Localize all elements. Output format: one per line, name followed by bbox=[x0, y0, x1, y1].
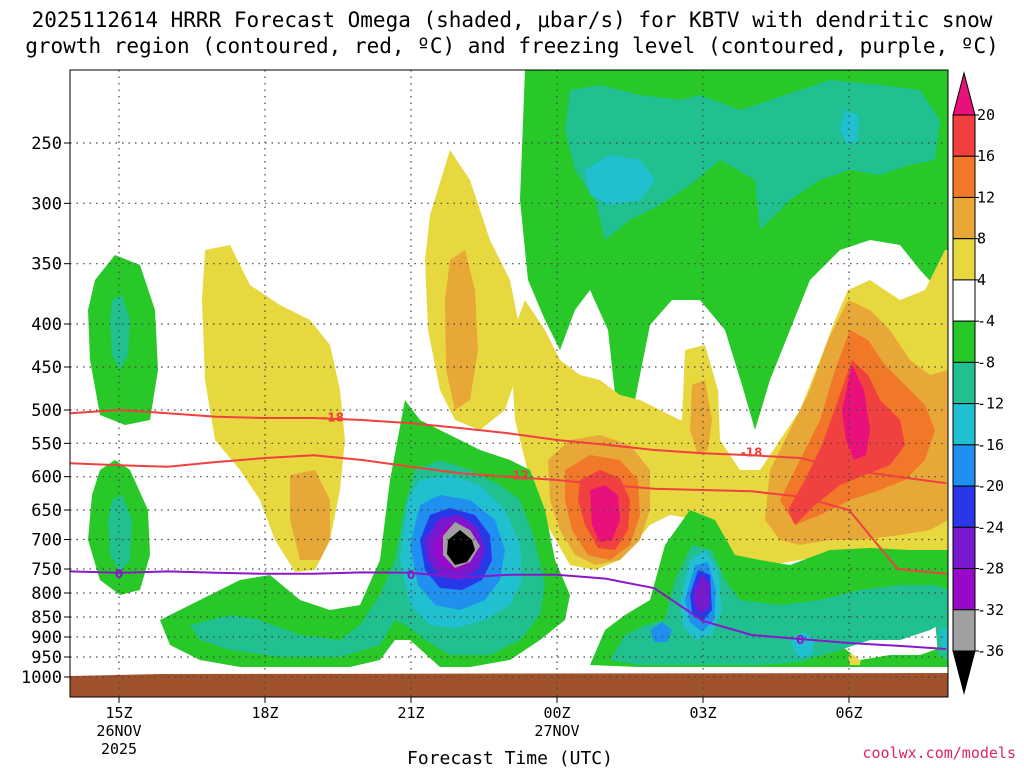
colorbar-label: -32 bbox=[977, 601, 1004, 619]
y-tick-label: 350 bbox=[31, 255, 62, 275]
dendritic-upper-label: -18 bbox=[741, 445, 763, 459]
colorbar-swatch bbox=[952, 526, 976, 570]
omega-region-pos8-03z bbox=[690, 380, 712, 455]
x-tick-label: 03Z bbox=[689, 704, 716, 722]
dendritic-upper-contour bbox=[70, 408, 947, 485]
colorbar-label: -12 bbox=[977, 395, 1004, 413]
freezing-level-contour bbox=[70, 570, 947, 650]
colorbar-swatch bbox=[952, 155, 976, 198]
colorbar-label: -28 bbox=[977, 560, 1004, 578]
colorbar: 20 16 12 8 4 -4 -8 -12 -16 -20 -24 -28 -32 -36 bbox=[952, 71, 1004, 695]
y-tick-label: 700 bbox=[31, 531, 62, 551]
colorbar-label: -20 bbox=[977, 477, 1004, 495]
y-tick-label: 950 bbox=[31, 648, 62, 668]
credit-text: coolwx.com/models bbox=[862, 744, 1016, 762]
colorbar-label: 16 bbox=[977, 147, 995, 165]
chart-title-line1: 2025112614 HRRR Forecast Omega (shaded, … bbox=[32, 8, 993, 32]
colorbar-swatch bbox=[952, 320, 976, 363]
colorbar-label: 12 bbox=[977, 188, 995, 206]
chart-title-line2: growth region (contoured, red, ºC) and f… bbox=[25, 34, 999, 58]
colorbar-swatch bbox=[952, 196, 976, 240]
gridlines bbox=[70, 70, 948, 697]
colorbar-label: -24 bbox=[977, 518, 1004, 536]
colorbar-label: -4 bbox=[977, 312, 995, 330]
x-tick-date: 26NOV bbox=[96, 722, 141, 740]
y-tick-label: 300 bbox=[31, 194, 62, 214]
colorbar-swatch bbox=[952, 238, 976, 281]
omega-shading bbox=[70, 70, 948, 697]
colorbar-label: 4 bbox=[977, 271, 986, 289]
omega-region-neg24-03z bbox=[694, 575, 710, 614]
colorbar-swatch bbox=[952, 114, 976, 157]
colorbar-swatch bbox=[952, 485, 976, 528]
y-tick-label: 800 bbox=[31, 584, 62, 604]
y-tick-label: 250 bbox=[31, 134, 62, 154]
y-axis: 2503003504004505005506006507007508008509… bbox=[21, 134, 70, 688]
y-tick-label: 750 bbox=[31, 560, 62, 580]
colorbar-top-arrow bbox=[952, 71, 976, 116]
x-tick-label: 06Z bbox=[835, 704, 862, 722]
omega-region-neg12-upper-a bbox=[585, 155, 655, 205]
x-axis-label: Forecast Time (UTC) bbox=[407, 748, 613, 768]
plot-frame bbox=[69, 69, 949, 698]
omega-region-neg8-left-lower bbox=[108, 495, 132, 572]
omega-region-neg36-core bbox=[447, 530, 475, 565]
freezing-level-label: 0 bbox=[407, 568, 415, 582]
y-tick-label: 550 bbox=[31, 434, 62, 454]
y-tick-label: 500 bbox=[31, 401, 62, 421]
colorbar-swatch bbox=[952, 361, 976, 405]
omega-region-pos16-06z bbox=[788, 360, 905, 525]
dendritic-lower-contour bbox=[70, 454, 947, 575]
colorbar-bottom-arrow bbox=[952, 650, 976, 695]
colorbar-swatch bbox=[952, 444, 976, 487]
colorbar-label: -16 bbox=[977, 436, 1004, 454]
x-tick-label: 18Z bbox=[251, 704, 278, 722]
colorbar-label: 8 bbox=[977, 230, 986, 248]
x-tick-date: 27NOV bbox=[534, 722, 579, 740]
y-tick-label: 900 bbox=[31, 628, 62, 648]
y-tick-label: 400 bbox=[31, 315, 62, 335]
dendritic-upper-label: -18 bbox=[322, 411, 344, 425]
terrain bbox=[70, 673, 948, 697]
dendritic-lower-label: -12 bbox=[507, 469, 529, 483]
x-tick-label: 21Z bbox=[397, 704, 424, 722]
freezing-level-label: 0 bbox=[115, 567, 123, 581]
colorbar-swatch bbox=[952, 279, 976, 322]
colorbar-swatch bbox=[952, 609, 976, 652]
y-tick-label: 850 bbox=[31, 608, 62, 628]
y-tick-label: 450 bbox=[31, 358, 62, 378]
y-tick-label: 1000 bbox=[21, 668, 62, 688]
colorbar-label: -36 bbox=[977, 642, 1004, 660]
omega-region-neg8-left-upper bbox=[110, 295, 130, 370]
y-tick-label: 650 bbox=[31, 501, 62, 521]
x-tick-label: 00Z bbox=[543, 704, 570, 722]
y-tick-label: 600 bbox=[31, 468, 62, 488]
x-tick-label: 15Z bbox=[105, 704, 132, 722]
omega-region-pos20-00z bbox=[590, 485, 620, 542]
freezing-level-label: 0 bbox=[796, 633, 804, 647]
colorbar-label: -8 bbox=[977, 353, 995, 371]
colorbar-swatch bbox=[952, 568, 976, 611]
omega-region-neg12-0730z bbox=[940, 628, 948, 650]
omega-region-pos8-18z bbox=[290, 470, 330, 560]
contour-lines: -18 -18 -12 0 0 0 bbox=[70, 408, 947, 650]
colorbar-label: 20 bbox=[977, 106, 995, 124]
colorbar-swatch bbox=[952, 403, 976, 446]
omega-region-pos8-22z bbox=[445, 250, 478, 410]
x-tick-year: 2025 bbox=[101, 740, 137, 758]
omega-region-neg12-upper-b bbox=[840, 110, 858, 145]
